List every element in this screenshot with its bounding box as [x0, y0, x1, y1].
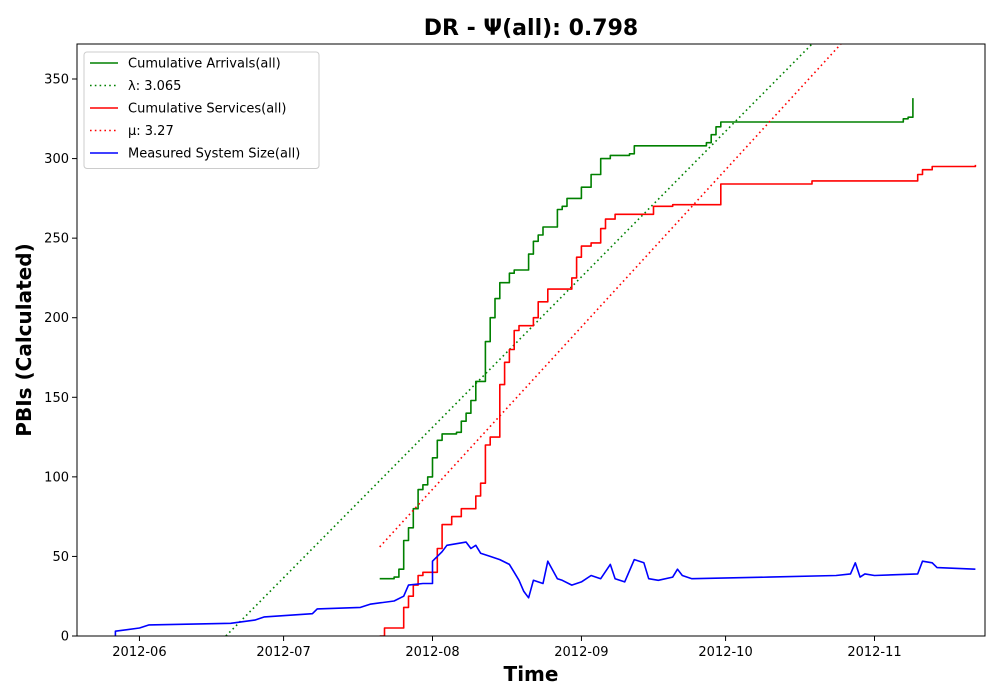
series-line-4 — [114, 541, 976, 636]
y-tick-label-0: 0 — [61, 630, 69, 645]
legend-label-4: Measured System Size(all) — [128, 147, 300, 162]
series-line-0 — [379, 98, 914, 580]
x-tick-label-4: 2012-10 — [698, 645, 752, 660]
legend-label-2: Cumulative Services(all) — [128, 102, 286, 117]
y-tick-label-4: 200 — [44, 311, 69, 326]
x-tick-label-5: 2012-11 — [847, 645, 901, 660]
legend-label-3: μ: 3.27 — [128, 124, 174, 139]
x-axis-label: Time — [504, 662, 559, 686]
y-tick-label-6: 300 — [44, 152, 69, 167]
plot-frame — [76, 43, 986, 637]
y-axis-label: PBIs (Calculated) — [12, 243, 36, 436]
x-tick-label-3: 2012-09 — [554, 645, 608, 660]
series-group — [114, 44, 977, 636]
series-line-3 — [379, 44, 842, 548]
y-tick-label-2: 100 — [44, 470, 69, 485]
y-tick-label-1: 50 — [52, 550, 69, 565]
y-tick-label-7: 350 — [44, 73, 69, 88]
x-tick-label-0: 2012-06 — [112, 645, 166, 660]
y-tick-label-3: 150 — [44, 391, 69, 406]
chart-title: DR - Ψ(all): 0.798 — [424, 16, 638, 41]
x-tick-label-1: 2012-07 — [256, 645, 310, 660]
x-tick-label-2: 2012-08 — [405, 645, 459, 660]
legend-label-0: Cumulative Arrivals(all) — [128, 57, 281, 72]
legend-box — [83, 51, 320, 169]
legend: Cumulative Arrivals(all) λ: 3.065 Cumulati… — [83, 51, 320, 169]
legend-label-1: λ: 3.065 — [128, 79, 181, 94]
y-tick-label-5: 250 — [44, 232, 69, 247]
series-line-2 — [379, 164, 977, 636]
